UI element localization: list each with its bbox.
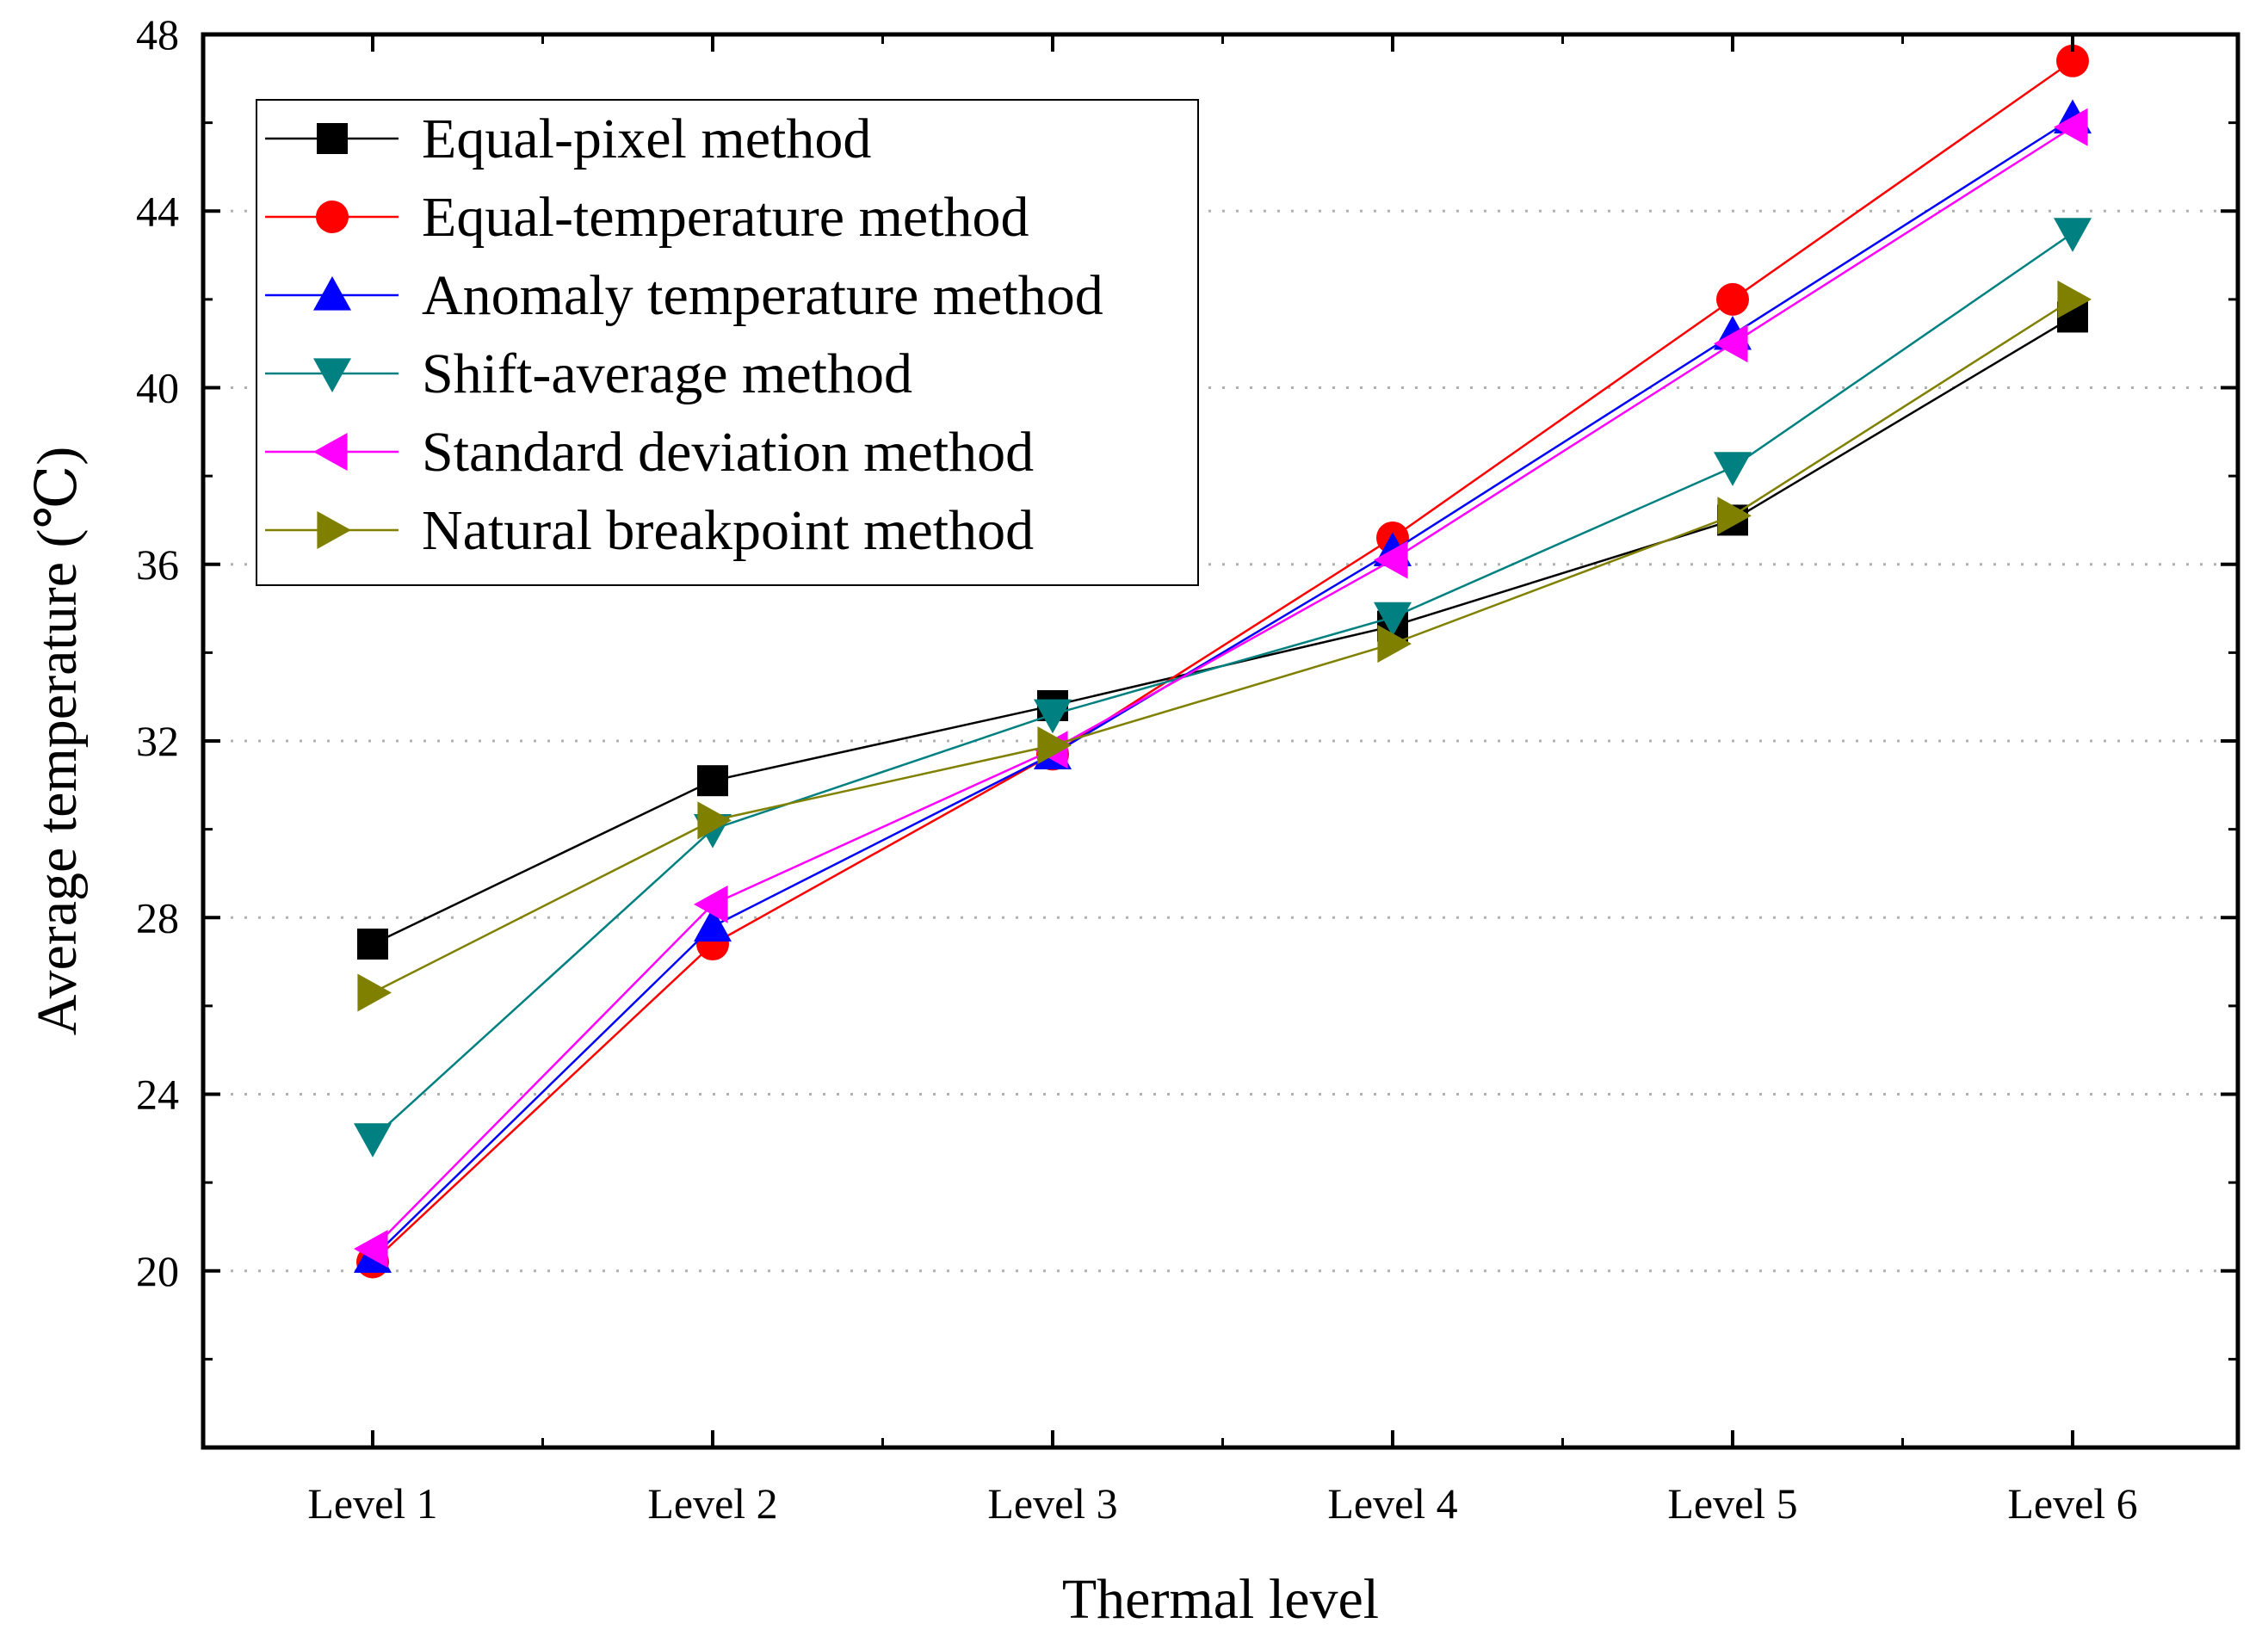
data-point <box>697 765 728 797</box>
legend-label: Anomaly temperature method <box>422 264 1103 327</box>
data-point <box>357 973 392 1012</box>
data-point <box>2056 44 2089 77</box>
data-point <box>1717 497 1752 535</box>
x-axis-title: Thermal level <box>1062 1568 1379 1631</box>
series-line <box>372 231 2073 1139</box>
data-point <box>2054 108 2088 146</box>
grid-lines <box>203 209 2238 1273</box>
data-point <box>694 885 728 923</box>
y-tick-label: 28 <box>136 893 179 941</box>
series-6 <box>357 280 2092 1012</box>
series-line <box>372 59 2073 1263</box>
legend-marker <box>317 123 348 154</box>
series-line <box>372 117 2073 1259</box>
series-4 <box>354 218 2092 1157</box>
data-point <box>697 801 732 840</box>
legend: Equal-pixel method Equal-temperature meth… <box>256 99 1199 586</box>
data-point <box>1037 726 1072 765</box>
y-tick-label: 40 <box>136 364 179 412</box>
y-tick-label: 20 <box>136 1247 179 1295</box>
legend-item: Equal-pixel method <box>265 108 871 170</box>
x-tick-label: Level 3 <box>987 1479 1117 1528</box>
x-tick-label: Level 4 <box>1327 1479 1457 1528</box>
legend-marker <box>313 433 348 471</box>
x-tick-label: Level 6 <box>2007 1479 2137 1528</box>
y-tick-label: 24 <box>136 1071 179 1119</box>
legend-marker <box>313 358 351 392</box>
data-point <box>1377 625 1412 664</box>
legend-label: Equal-pixel method <box>422 108 871 170</box>
legend-marker <box>313 276 351 311</box>
data-point <box>1374 602 1412 637</box>
x-tick-label: Level 5 <box>1667 1479 1797 1528</box>
legend-item: Equal-temperature method <box>265 186 1029 249</box>
data-point <box>354 1230 388 1268</box>
data-point <box>1714 324 1748 363</box>
y-tick-label: 36 <box>136 540 179 589</box>
series-line <box>372 126 2073 1250</box>
legend-label: Equal-temperature method <box>422 186 1029 249</box>
x-tick-label: Level 1 <box>307 1479 437 1528</box>
y-tick-label: 32 <box>136 717 179 765</box>
legend-item: Shift-average method <box>265 343 912 405</box>
y-axis-title: Average temperature (℃) <box>26 447 89 1036</box>
data-point <box>354 1123 392 1157</box>
legend-item: Anomaly temperature method <box>265 264 1103 327</box>
legend-marker <box>317 511 351 549</box>
legend-box <box>256 99 1199 586</box>
axis-ticks: 20 24 28 32 36 40 44 48 Level 1 Level 2 Level 3 Lev… <box>136 10 2238 1528</box>
legend-label: Natural breakpoint method <box>422 499 1034 562</box>
legend-item: Natural breakpoint method <box>265 499 1034 562</box>
series-layer <box>354 44 2092 1279</box>
data-point <box>2054 218 2092 252</box>
data-point <box>1034 699 1072 734</box>
legend-marker <box>316 201 349 233</box>
data-point <box>1714 452 1752 486</box>
y-tick-label: 48 <box>136 10 179 59</box>
x-tick-label: Level 2 <box>647 1479 777 1528</box>
legend-item: Standard deviation method <box>265 421 1034 484</box>
legend-label: Standard deviation method <box>422 421 1034 484</box>
y-tick-label: 44 <box>136 187 179 235</box>
data-point <box>694 907 732 942</box>
data-point <box>2057 280 2092 318</box>
legend-label: Shift-average method <box>422 343 912 405</box>
series-line <box>372 298 2073 994</box>
data-point <box>357 929 388 960</box>
data-point <box>1374 540 1408 579</box>
data-point <box>1716 282 1749 316</box>
